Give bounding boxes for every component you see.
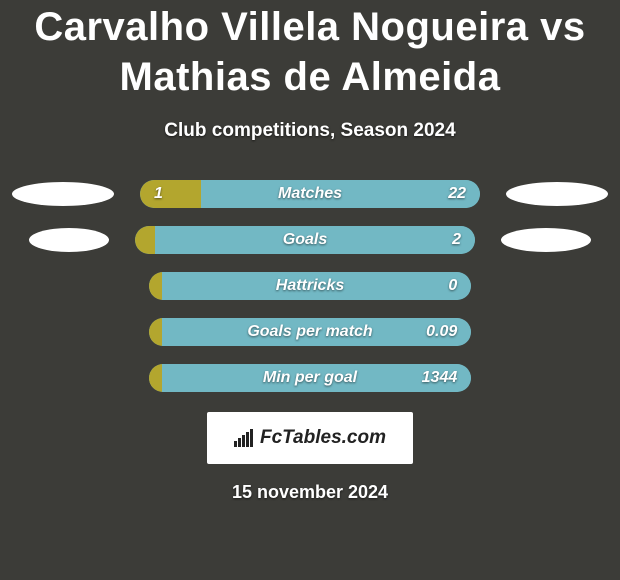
brand-box[interactable]: FcTables.com <box>207 412 413 464</box>
stat-label: Goals <box>283 231 327 249</box>
stat-bar: 1 Matches 22 <box>140 180 480 208</box>
stat-row: Goals per match 0.09 <box>0 318 620 346</box>
stat-bar-left-fill <box>149 318 162 346</box>
player-left-marker <box>12 182 114 206</box>
stat-label: Matches <box>278 185 342 203</box>
stat-label: Goals per match <box>247 323 372 341</box>
stat-bar-left-fill <box>135 226 155 254</box>
subtitle: Club competitions, Season 2024 <box>164 120 455 142</box>
stat-row: Hattricks 0 <box>0 272 620 300</box>
stat-bar-left-fill <box>149 364 162 392</box>
player-right-marker <box>501 228 591 252</box>
stat-bar-left-fill <box>140 180 201 208</box>
stat-label: Hattricks <box>276 277 344 295</box>
stat-value-right: 0.09 <box>426 323 457 341</box>
stat-row: Min per goal 1344 <box>0 364 620 392</box>
stat-value-right: 2 <box>452 231 461 249</box>
stat-value-right: 0 <box>448 277 457 295</box>
stats-area: 1 Matches 22 Goals 2 Hattricks 0 Goals per matc… <box>0 180 620 392</box>
stat-row: Goals 2 <box>0 226 620 254</box>
stat-value-right: 22 <box>448 185 466 203</box>
stat-bar-left-fill <box>149 272 162 300</box>
bar-chart-icon <box>234 429 254 447</box>
date-text: 15 november 2024 <box>232 482 388 503</box>
stat-bar: Goals per match 0.09 <box>149 318 472 346</box>
stat-bar: Min per goal 1344 <box>149 364 472 392</box>
stat-bar: Hattricks 0 <box>149 272 472 300</box>
stat-row: 1 Matches 22 <box>0 180 620 208</box>
stat-value-right: 1344 <box>422 369 458 387</box>
stat-bar: Goals 2 <box>135 226 475 254</box>
brand-text: FcTables.com <box>260 427 386 449</box>
stat-value-left: 1 <box>154 185 163 203</box>
page-title: Carvalho Villela Nogueira vs Mathias de … <box>0 2 620 102</box>
comparison-widget: Carvalho Villela Nogueira vs Mathias de … <box>0 0 620 580</box>
stat-label: Min per goal <box>263 369 357 387</box>
player-right-marker <box>506 182 608 206</box>
player-left-marker <box>29 228 109 252</box>
